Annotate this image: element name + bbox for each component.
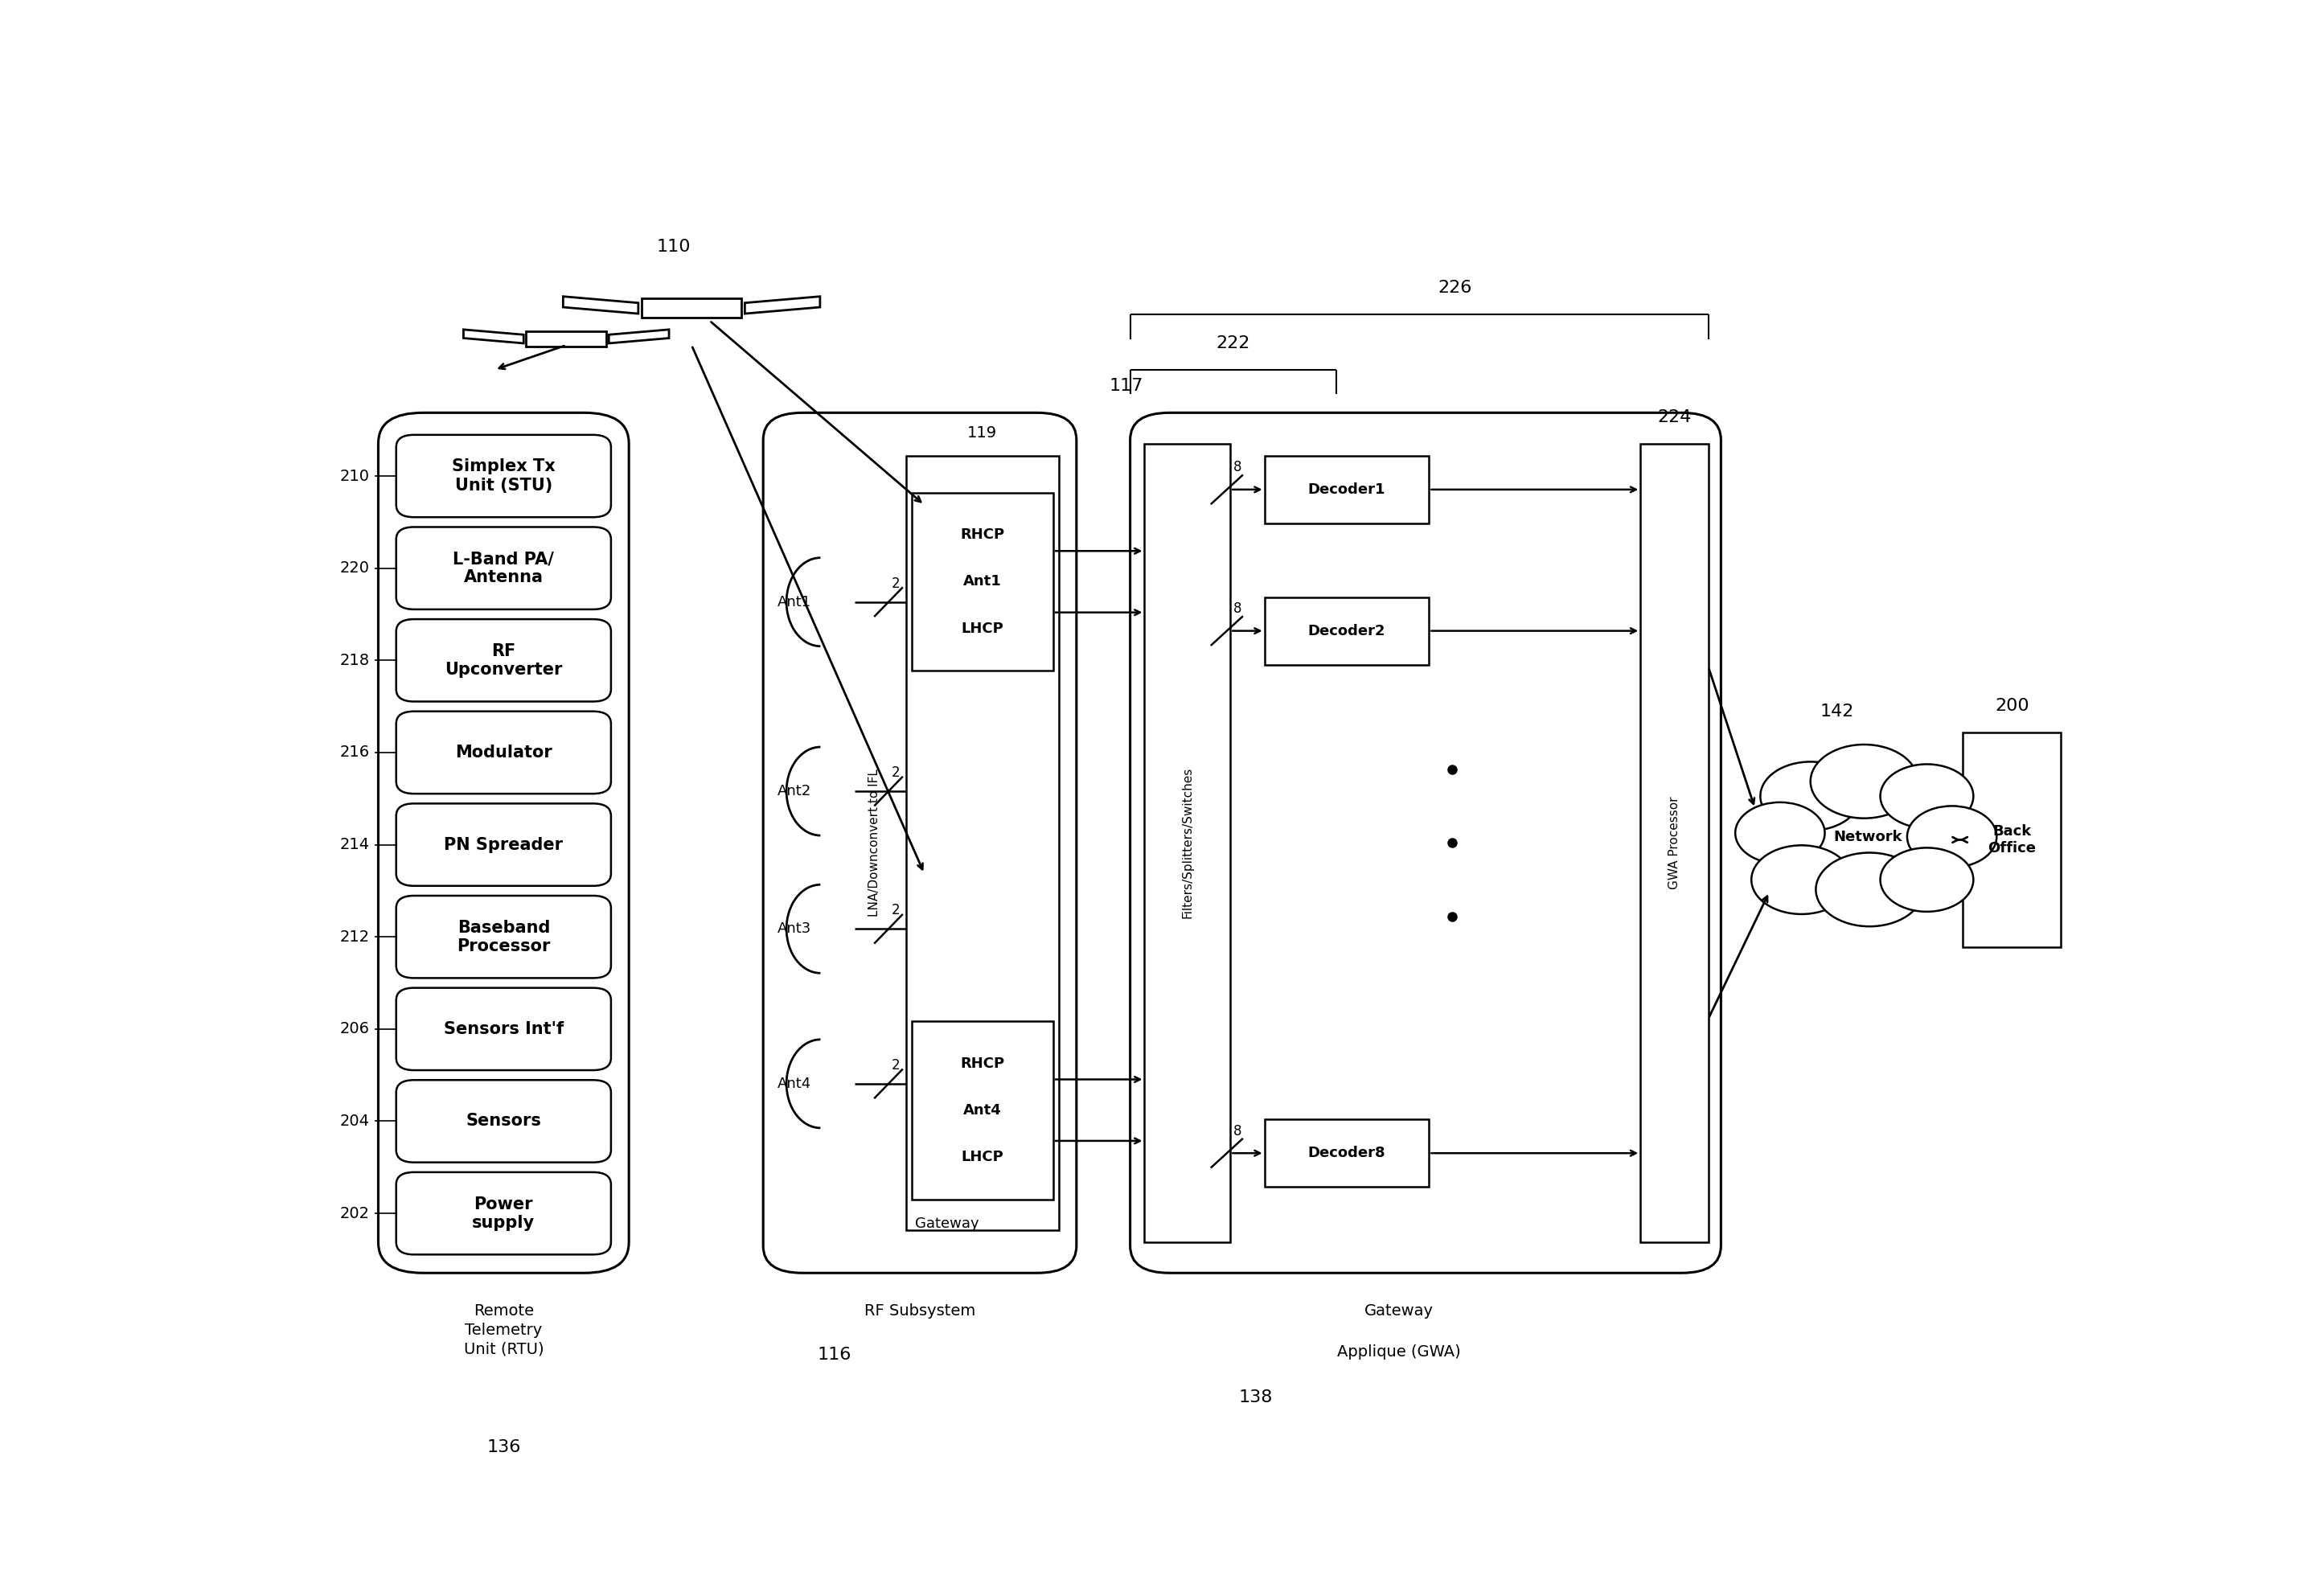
Text: Ant4: Ant4 (963, 1103, 1003, 1117)
Text: Modulator: Modulator (455, 744, 552, 761)
FancyBboxPatch shape (397, 619, 612, 702)
Text: 226: 226 (1439, 279, 1471, 295)
Text: 220: 220 (340, 560, 370, 576)
Text: Ant2: Ant2 (778, 784, 811, 798)
Text: Remote
Telemetry
Unit (RTU): Remote Telemetry Unit (RTU) (464, 1304, 543, 1357)
Text: Sensors: Sensors (467, 1112, 541, 1130)
Text: PN Spreader: PN Spreader (444, 836, 564, 852)
Text: RF Subsystem: RF Subsystem (864, 1304, 975, 1318)
Text: Filters/Splitters/Switches: Filters/Splitters/Switches (1180, 768, 1194, 919)
Bar (1264, 456, 1430, 523)
Text: Back
Office: Back Office (1987, 824, 2035, 855)
Text: Decoder2: Decoder2 (1307, 624, 1386, 638)
Text: 202: 202 (340, 1205, 370, 1221)
Text: Applique (GWA): Applique (GWA) (1337, 1344, 1460, 1360)
FancyBboxPatch shape (1130, 413, 1721, 1274)
Text: 206: 206 (340, 1021, 370, 1037)
Bar (642, 298, 742, 318)
Text: 116: 116 (818, 1347, 852, 1363)
Bar (912, 493, 1053, 670)
Circle shape (1751, 846, 1853, 915)
Text: 142: 142 (1820, 704, 1855, 720)
Text: 8: 8 (1234, 1124, 1243, 1138)
FancyBboxPatch shape (762, 413, 1076, 1274)
Circle shape (1811, 744, 1917, 819)
Text: Ant1: Ant1 (963, 575, 1003, 589)
Text: 204: 204 (340, 1114, 370, 1128)
Text: 2: 2 (892, 903, 901, 918)
Bar (912, 1021, 1053, 1199)
FancyBboxPatch shape (397, 803, 612, 886)
Text: Simplex Tx
Unit (STU): Simplex Tx Unit (STU) (453, 458, 554, 493)
Text: Network: Network (1834, 830, 1901, 844)
Text: 8: 8 (1234, 602, 1243, 616)
Bar (906, 456, 1058, 1231)
Text: L-Band PA/
Antenna: L-Band PA/ Antenna (453, 551, 554, 586)
Text: LHCP: LHCP (961, 621, 1003, 635)
Bar (1264, 597, 1430, 664)
Text: 218: 218 (340, 653, 370, 669)
Text: 224: 224 (1656, 409, 1691, 425)
Text: 136: 136 (487, 1440, 520, 1456)
Text: 119: 119 (968, 426, 998, 440)
Text: 2: 2 (892, 576, 901, 591)
Circle shape (1880, 847, 1973, 911)
Text: 110: 110 (656, 239, 691, 255)
Text: GWA Processor: GWA Processor (1668, 796, 1679, 889)
Bar (1963, 733, 2061, 948)
Bar (527, 332, 605, 346)
Circle shape (1908, 806, 1996, 867)
Bar (1264, 1119, 1430, 1187)
Text: 8: 8 (1234, 460, 1243, 474)
FancyBboxPatch shape (397, 712, 612, 793)
Text: Ant1: Ant1 (778, 595, 811, 610)
Text: Sensors Int'f: Sensors Int'f (444, 1021, 564, 1037)
Text: LNA/Downconvert to IFL: LNA/Downconvert to IFL (869, 769, 880, 916)
Text: 2: 2 (892, 1058, 901, 1073)
Text: RF
Upconverter: RF Upconverter (446, 643, 561, 678)
FancyBboxPatch shape (397, 434, 612, 517)
Text: 222: 222 (1215, 335, 1250, 351)
Text: 117: 117 (1109, 378, 1143, 394)
FancyBboxPatch shape (397, 895, 612, 978)
Circle shape (1880, 764, 1973, 828)
FancyBboxPatch shape (379, 413, 628, 1274)
Text: 210: 210 (340, 468, 370, 484)
Text: Decoder8: Decoder8 (1307, 1146, 1386, 1160)
Text: Baseband
Processor: Baseband Processor (457, 919, 550, 954)
Circle shape (1735, 803, 1825, 863)
Circle shape (1760, 761, 1860, 830)
Text: LHCP: LHCP (961, 1149, 1003, 1163)
Text: RHCP: RHCP (961, 528, 1005, 543)
Text: 212: 212 (340, 929, 370, 945)
Text: Gateway: Gateway (1365, 1304, 1432, 1318)
FancyBboxPatch shape (397, 1080, 612, 1162)
FancyBboxPatch shape (397, 988, 612, 1071)
Text: 216: 216 (340, 745, 370, 760)
Circle shape (1816, 852, 1924, 926)
Text: RHCP: RHCP (961, 1057, 1005, 1071)
Bar (1143, 444, 1231, 1242)
Text: Ant3: Ant3 (778, 921, 811, 937)
Text: Gateway: Gateway (915, 1216, 979, 1231)
Text: 138: 138 (1238, 1390, 1273, 1406)
Text: 214: 214 (340, 836, 370, 852)
Bar (1640, 444, 1709, 1242)
Text: 200: 200 (1996, 697, 2028, 713)
FancyBboxPatch shape (397, 1171, 612, 1254)
FancyBboxPatch shape (397, 527, 612, 610)
Text: 2: 2 (892, 766, 901, 780)
Text: Ant4: Ant4 (778, 1076, 811, 1092)
Text: Decoder1: Decoder1 (1307, 482, 1386, 496)
Text: Power
supply: Power supply (471, 1195, 536, 1231)
